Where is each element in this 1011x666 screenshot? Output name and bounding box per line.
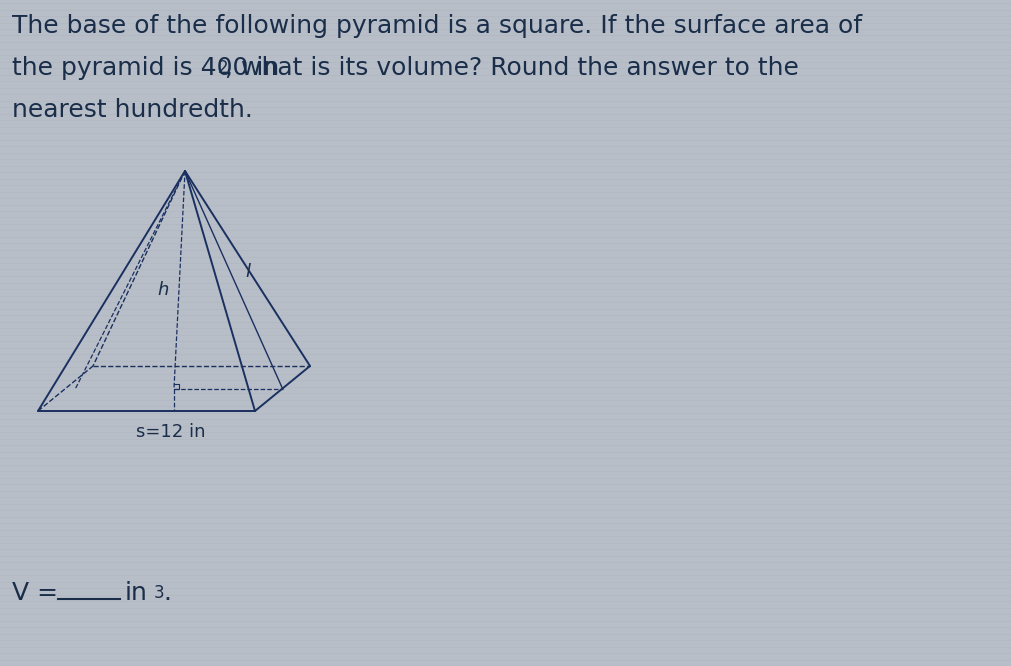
Text: h: h	[157, 281, 168, 299]
Text: V =: V =	[12, 581, 66, 605]
Text: s=12 in: s=12 in	[136, 423, 206, 441]
Text: .: .	[163, 581, 171, 605]
Text: nearest hundredth.: nearest hundredth.	[12, 98, 253, 122]
Text: l: l	[246, 263, 251, 281]
Text: , what is its volume? Round the answer to the: , what is its volume? Round the answer t…	[224, 56, 798, 80]
Text: 2: 2	[217, 59, 228, 77]
Text: 3: 3	[154, 584, 165, 602]
Text: in: in	[125, 581, 148, 605]
Text: The base of the following pyramid is a square. If the surface area of: The base of the following pyramid is a s…	[12, 14, 861, 38]
Text: the pyramid is 400 in: the pyramid is 400 in	[12, 56, 279, 80]
